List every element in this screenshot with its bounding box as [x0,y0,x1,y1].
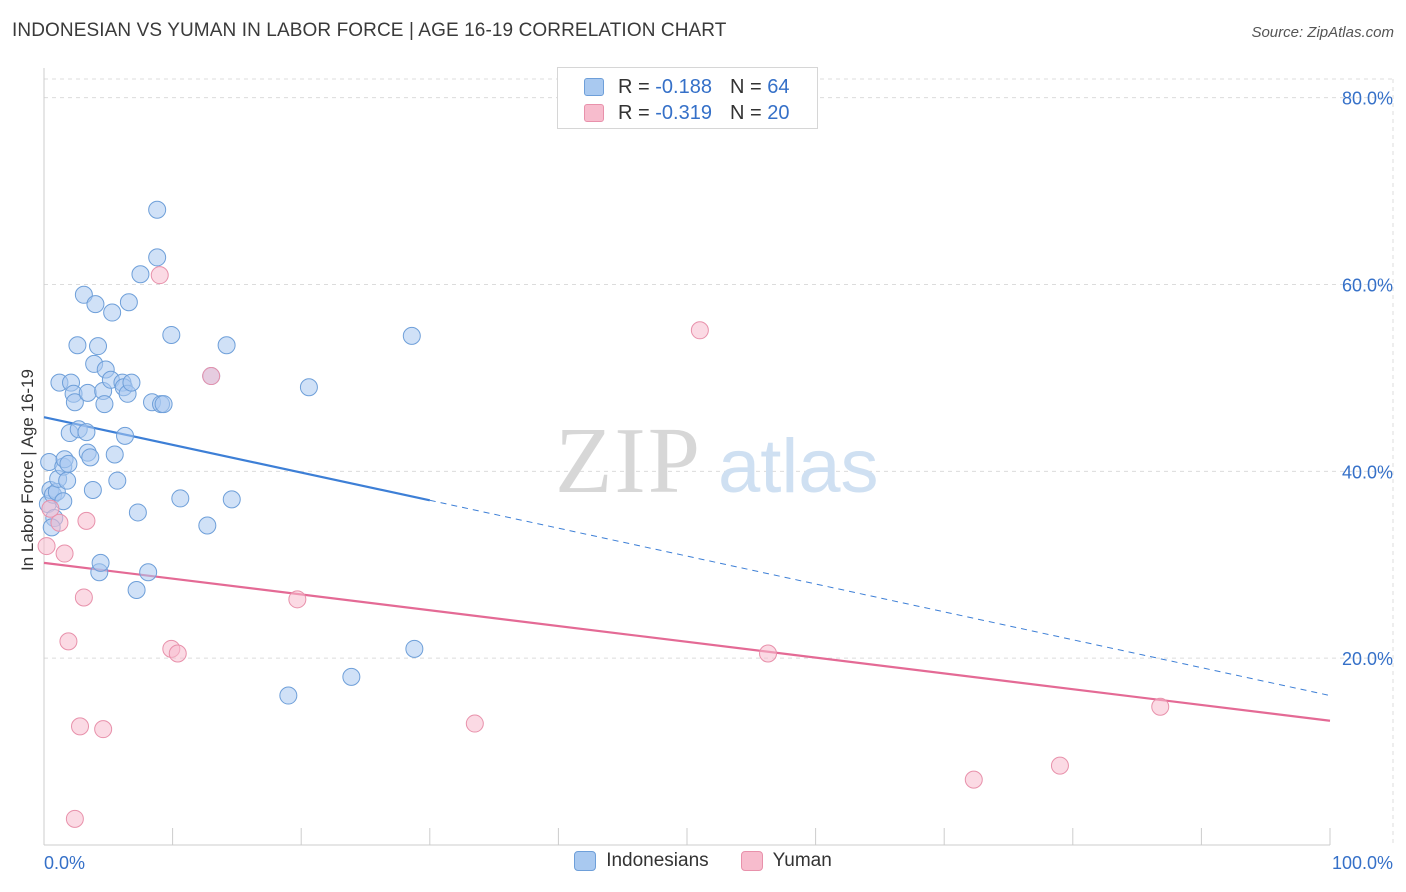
indonesians-swatch [574,851,597,871]
stats-legend: R = -0.188 N = 64 R = -0.319 N = 20 [557,67,818,129]
legend-item-indonesians[interactable]: Indonesians [574,850,709,872]
point-yuman [71,717,90,736]
point-indonesians [77,423,96,442]
series-legend: Indonesians Yuman [0,850,1406,872]
point-yuman [55,544,74,563]
chart-title: INDONESIAN VS YUMAN IN LABOR FORCE | AGE… [12,20,727,41]
point-indonesians [105,445,124,464]
trendline-yuman [43,561,1331,722]
trend-lines [43,416,1331,722]
point-yuman [37,537,56,556]
point-yuman [150,266,169,285]
yuman-swatch [740,851,763,871]
point-indonesians [86,295,105,314]
source-label: Source: ZipAtlas.com [1251,24,1394,41]
indonesians-swatch [584,78,604,96]
point-indonesians [154,395,173,414]
point-indonesians [95,395,114,414]
point-indonesians [119,293,138,312]
point-yuman [77,511,96,530]
watermark: ZIP atlas [555,409,879,513]
point-indonesians [127,580,146,599]
y-tick-label: 40.0% [1342,462,1393,482]
point-indonesians [342,667,361,686]
point-yuman [1050,756,1069,775]
point-yuman [94,720,113,739]
point-yuman [465,714,484,733]
point-indonesians [222,490,241,509]
point-indonesians [148,200,167,219]
n-label: N = [729,101,762,124]
point-indonesians [83,481,102,500]
point-indonesians [108,471,127,490]
x-tick-label: 0.0% [44,853,85,873]
r-value: -0.319 [655,101,712,124]
point-indonesians [405,639,424,658]
r-label: R = [618,101,650,124]
point-indonesians [131,265,150,284]
point-indonesians [198,516,217,535]
point-yuman [65,809,84,828]
n-value: 64 [767,75,790,98]
x-tick-label: 100.0% [1332,853,1393,873]
r-label: R = [618,75,650,98]
point-yuman [1151,697,1170,716]
point-indonesians [128,503,147,522]
yuman-swatch [584,104,604,122]
point-indonesians [58,471,77,490]
axes [43,68,1331,846]
point-indonesians [116,426,135,445]
point-indonesians [91,553,110,572]
point-yuman [74,588,93,607]
point-indonesians [78,383,97,402]
point-indonesians [279,686,298,705]
point-indonesians [68,336,87,355]
point-indonesians [217,336,236,355]
point-indonesians [402,326,421,345]
point-yuman [759,644,778,663]
y-tick-label: 60.0% [1342,276,1393,296]
data-points [37,200,1170,828]
r-value: -0.188 [655,75,712,98]
y-tick-label: 80.0% [1342,89,1393,109]
point-indonesians [59,454,78,473]
y-tick-label: 20.0% [1342,649,1393,669]
point-indonesians [81,448,100,467]
point-indonesians [65,393,84,412]
point-indonesians [171,489,190,508]
point-yuman [168,644,187,663]
point-indonesians [148,248,167,267]
point-yuman [202,367,221,386]
legend-row-indonesians: R = -0.188 N = 64 [584,75,789,99]
point-yuman [964,770,983,789]
legend-item-yuman[interactable]: Yuman [740,850,832,872]
point-indonesians [103,303,122,322]
point-yuman [690,321,709,340]
legend-label: Indonesians [606,850,709,871]
point-indonesians [299,378,318,397]
legend-row-yuman: R = -0.319 N = 20 [584,101,789,125]
watermark-zip: ZIP [555,409,702,513]
trendline-indonesians [43,416,431,502]
point-yuman [288,590,307,609]
tick-labels: 20.0% 40.0% 60.0% 80.0% 0.0% 100.0% [44,89,1393,873]
point-indonesians [162,325,181,344]
point-yuman [59,632,78,651]
point-indonesians [139,563,158,582]
point-indonesians [122,373,141,392]
watermark-atlas: atlas [718,424,879,509]
legend-label: Yuman [772,850,832,871]
n-value: 20 [767,101,790,124]
y-axis-label: In Labor Force | Age 16-19 [18,369,37,571]
n-label: N = [729,75,762,98]
point-indonesians [89,337,108,356]
point-yuman [50,513,69,532]
point-yuman [41,499,60,518]
